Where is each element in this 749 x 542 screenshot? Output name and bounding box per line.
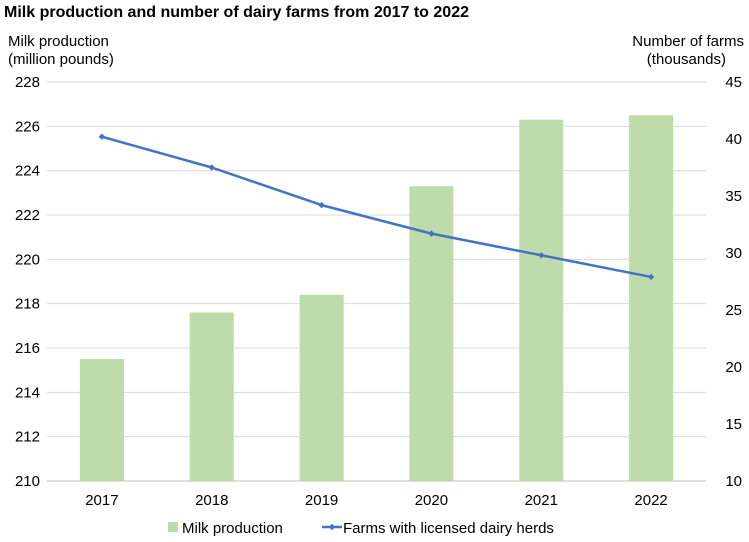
x-tick-label: 2017 (85, 492, 118, 509)
x-tick-label: 2022 (634, 492, 667, 509)
x-tick-label: 2019 (305, 492, 338, 509)
milk-production-bars (79, 115, 674, 481)
milk-production-bar (519, 119, 564, 481)
legend-label-farms: Farms with licensed dairy herds (343, 520, 554, 537)
left-axis-title-line-2: (million pounds) (8, 51, 114, 68)
right-tick-label: 10 (725, 473, 742, 490)
left-tick-label: 212 (15, 429, 40, 446)
right-tick-label: 20 (725, 359, 742, 376)
right-tick-label: 35 (725, 188, 742, 205)
right-axis-title-line-1: Number of farms (632, 33, 744, 50)
right-axis-title-line-2: (thousands) (647, 51, 726, 68)
legend: Milk production Farms with licensed dair… (168, 520, 554, 537)
left-tick-label: 218 (15, 296, 40, 313)
left-tick-label: 210 (15, 473, 40, 490)
milk-production-bar (79, 359, 124, 481)
farms-line-marker (318, 201, 325, 209)
x-axis-ticks: 2017 2018 2019 2020 2021 2022 (85, 492, 668, 509)
farms-line (101, 135, 652, 279)
milk-production-bar (299, 294, 344, 481)
left-tick-label: 228 (15, 74, 40, 91)
farms-line-marker (538, 252, 545, 259)
farms-line-marker (647, 273, 655, 281)
milk-production-bar (629, 115, 674, 481)
x-tick-label: 2018 (195, 492, 228, 509)
right-tick-label: 15 (725, 416, 742, 433)
gridlines (47, 81, 706, 482)
right-tick-label: 45 (725, 74, 742, 91)
left-tick-label: 216 (15, 340, 40, 357)
left-tick-label: 224 (15, 163, 40, 180)
chart-title: Milk production and number of dairy farm… (4, 4, 469, 21)
x-tick-label: 2021 (525, 492, 558, 509)
right-tick-label: 40 (725, 131, 742, 148)
left-axis-ticks: 210 212 214 216 218 220 222 224 226 228 (15, 74, 40, 490)
left-tick-label: 226 (15, 118, 40, 135)
legend-label-milk-production: Milk production (182, 520, 283, 537)
left-tick-label: 222 (15, 207, 40, 224)
x-tick-label: 2020 (415, 492, 448, 509)
farms-line-marker (208, 164, 215, 171)
right-axis-ticks: 10 15 20 25 30 35 40 45 (725, 74, 742, 490)
left-tick-label: 214 (15, 384, 40, 401)
legend-marker-farms (328, 523, 336, 531)
farms-line-marker (98, 133, 106, 140)
left-tick-label: 220 (15, 251, 40, 268)
milk-production-bar (189, 312, 234, 481)
farms-line-series (98, 133, 655, 281)
farms-line-marker (428, 230, 435, 237)
legend-swatch-milk-production (168, 522, 178, 532)
left-axis-title-line-1: Milk production (8, 33, 109, 50)
right-tick-label: 30 (725, 245, 742, 262)
right-tick-label: 25 (725, 302, 742, 319)
